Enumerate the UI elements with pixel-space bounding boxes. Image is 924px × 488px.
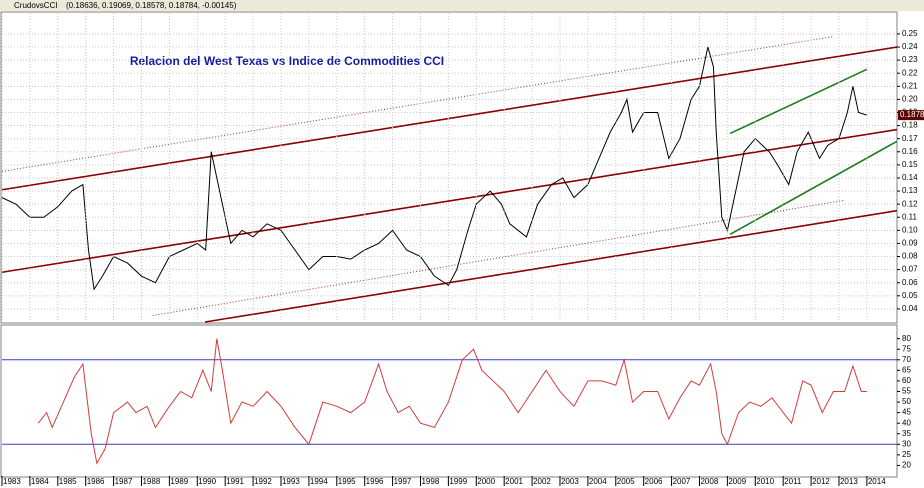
- x-tick-label: 2008: [700, 477, 718, 486]
- trend-line: [729, 140, 898, 235]
- trend-line: [1, 128, 898, 274]
- x-tick-label: 1988: [142, 477, 160, 486]
- y-tick-label: 0.14: [902, 173, 918, 182]
- y-tick-label: 0.25: [902, 29, 918, 38]
- y-tick-label: 60: [902, 376, 911, 385]
- y-tick-label: 0.12: [902, 199, 918, 208]
- y-tick-label: 0.21: [902, 81, 918, 90]
- x-tick-label: 1998: [421, 477, 439, 486]
- last-value-box: [898, 110, 924, 121]
- y-tick-label: 0.24: [902, 42, 918, 51]
- x-tick-label: 1991: [226, 477, 244, 486]
- x-tick-label: 2011: [784, 477, 802, 486]
- rsi-panel: [0, 324, 898, 478]
- trend-line: [729, 68, 868, 135]
- x-tick-label: 1993: [282, 477, 300, 486]
- x-tick-label: 2013: [840, 477, 858, 486]
- x-tick-label: 1983: [3, 477, 21, 486]
- x-tick-label: 1985: [59, 477, 77, 486]
- x-tick-label: 1995: [338, 477, 356, 486]
- y-tick-label: 45: [902, 408, 911, 417]
- x-tick-label: 1996: [366, 477, 384, 486]
- x-tick-label: 1994: [310, 477, 328, 486]
- x-tick-label: 2012: [812, 477, 830, 486]
- x-tick-label: 1989: [170, 477, 188, 486]
- x-tick-label: 1984: [31, 477, 49, 486]
- x-tick-label: 2000: [477, 477, 495, 486]
- x-tick-label: 2002: [533, 477, 551, 486]
- y-tick-label: 0.05: [902, 291, 918, 300]
- x-tick-label: 1997: [394, 477, 412, 486]
- price-panel: [0, 11, 898, 324]
- header-values: (0.18636, 0.19069, 0.18578, 0.18784, -0.…: [66, 1, 237, 10]
- y-tick-label: 40: [902, 418, 911, 427]
- header-bar: [0, 0, 924, 11]
- x-tick-label: 1990: [198, 477, 216, 486]
- x-tick-label: 2014: [868, 477, 886, 486]
- y-tick-label: 0.16: [902, 147, 918, 156]
- header-name: CrudovsCCI: [14, 1, 58, 10]
- x-tick-label: 2010: [756, 477, 774, 486]
- y-tick-label: 75: [902, 344, 911, 353]
- y-tick-label: 0.18: [902, 121, 918, 130]
- x-tick-label: 2007: [673, 477, 691, 486]
- series-line: [1, 46, 868, 291]
- x-tick-label: 2001: [505, 477, 523, 486]
- x-tick-label: 1987: [115, 477, 133, 486]
- x-tick-label: 2006: [645, 477, 663, 486]
- x-tick-label: 1992: [254, 477, 272, 486]
- y-tick-label: 0.07: [902, 265, 918, 274]
- y-tick-label: 0.22: [902, 68, 918, 77]
- y-tick-label: 0.06: [902, 278, 918, 287]
- y-tick-label: 70: [902, 355, 911, 364]
- y-tick-label: 30: [902, 439, 911, 448]
- x-tick-label: 1999: [449, 477, 467, 486]
- y-tick-label: 25: [902, 450, 911, 459]
- y-tick-label: 20: [902, 461, 911, 470]
- chart-title: Relacion del West Texas vs Indice de Com…: [130, 54, 444, 68]
- y-tick-label: 0.10: [902, 225, 918, 234]
- y-tick-label: 65: [902, 365, 911, 374]
- y-tick-label: 80: [902, 334, 911, 343]
- x-tick-label: 2005: [617, 477, 635, 486]
- y-tick-label: 0.04: [902, 304, 918, 313]
- y-tick-label: 0.08: [902, 252, 918, 261]
- y-tick-label: 55: [902, 387, 911, 396]
- y-tick-label: 0.15: [902, 160, 918, 169]
- y-tick-label: 50: [902, 397, 911, 406]
- last-value-label: 0.1878: [900, 110, 924, 119]
- trend-line: [204, 209, 898, 323]
- x-tick-label: 2003: [561, 477, 579, 486]
- x-tick-label: 2004: [589, 477, 607, 486]
- y-tick-label: 0.09: [902, 239, 918, 248]
- y-tick-label: 0.11: [902, 212, 918, 221]
- series-line: [37, 338, 867, 465]
- y-tick-label: 0.23: [902, 55, 918, 64]
- x-tick-label: 2009: [728, 477, 746, 486]
- trend-line: [1, 46, 898, 191]
- y-tick-label: 0.17: [902, 134, 918, 143]
- y-tick-label: 35: [902, 429, 911, 438]
- x-tick-label: 1986: [87, 477, 105, 486]
- y-tick-label: 0.20: [902, 95, 918, 104]
- y-tick-label: 0.13: [902, 186, 918, 195]
